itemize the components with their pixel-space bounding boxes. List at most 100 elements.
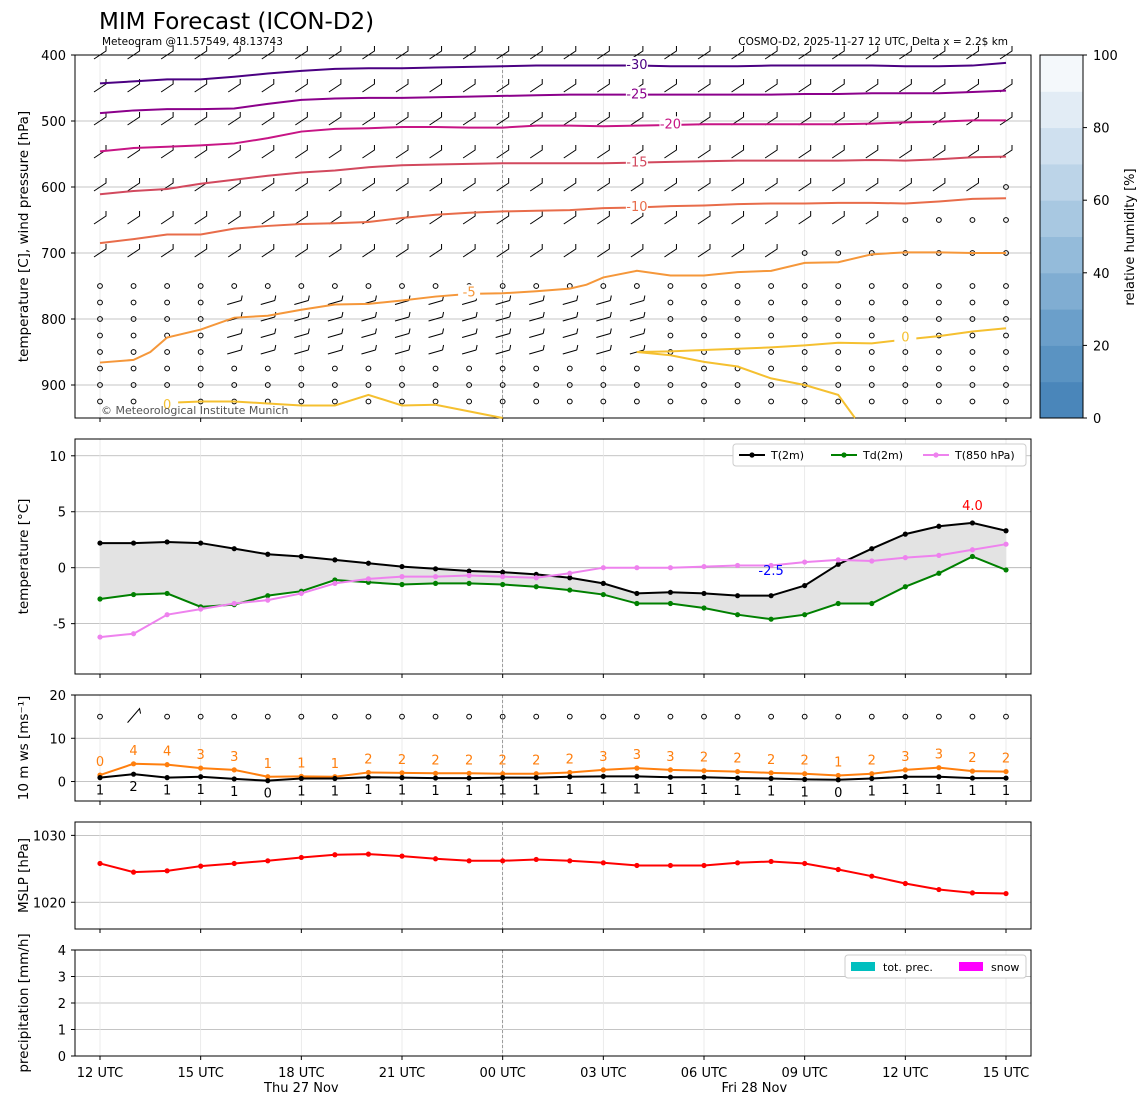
wind-barb [764,178,778,192]
wind-barb [127,46,141,60]
wind-barb [966,145,979,159]
series-point [902,555,908,561]
wind-calm-marker [902,217,909,223]
wind-barb [429,244,443,258]
wind-calm-marker [835,332,842,339]
wind-barb [194,112,208,126]
wind-calm-marker [197,382,204,388]
wind-barb [999,79,1013,93]
wind-barb [362,79,375,93]
series-point [802,612,808,618]
gust-label: 2 [532,754,540,769]
y-tick-label: 3 [58,971,66,986]
series-point [365,560,372,566]
wind-speed-point [902,774,908,780]
wind-barb [764,112,778,126]
series-point [969,553,976,560]
wind-barb [362,178,375,192]
wind-barb [261,145,275,159]
legend-marker [933,452,939,458]
y-tick-label: 10 [49,450,66,465]
wind-calm-marker [600,365,607,372]
gust-label: 2 [733,752,741,767]
wind-speed-point [164,775,170,781]
wind-barb [395,211,409,225]
wind-barb [295,244,308,258]
mslp-point [969,890,976,896]
series-point [667,589,674,595]
wind-barb [394,344,411,355]
wind-barb [93,178,107,192]
mslp-line [99,853,1007,895]
gust-label: 2 [499,754,507,769]
wind-calm-marker [633,283,640,289]
wind-barb [529,145,543,159]
isotherm-label-bg [625,154,648,169]
wind-calm-marker [701,398,707,405]
series-point [130,540,137,546]
copyright-note: © Meteorological Institute Munich [101,404,288,417]
series-point [130,631,137,637]
wind-barb [160,112,174,126]
wind-barb [764,211,778,225]
wind-calm-marker [868,365,875,372]
wind-barb [664,145,677,159]
mslp-point [734,860,741,866]
wind-calm-marker [734,349,741,355]
wind-barb [93,46,107,60]
wind-calm-marker [331,283,338,289]
wind-barb [261,178,275,192]
wind-calm-marker [264,382,271,388]
colorbar-band [1040,345,1083,383]
gust-label: 1 [834,755,842,770]
wind-speed-label: 1 [532,784,540,799]
isotherm-line [99,119,1006,153]
legend-marker [841,452,847,458]
wind-speed-point [265,778,271,784]
wind-calm-marker [600,283,607,289]
series-point [802,559,808,565]
wind-barb [562,311,579,322]
wind-barb [428,311,445,322]
x-tick-label: 06 UTC [681,1066,727,1081]
series-point [936,570,942,576]
wind-barb [394,328,411,338]
wind-calm-marker [734,398,741,405]
wind-barb [295,178,308,192]
wind-barb [295,46,308,60]
mslp-point [1003,890,1009,897]
wind-calm-marker [365,283,372,289]
wind-calm-marker [935,316,942,322]
wind-speed-point [667,774,674,780]
series-point [466,568,472,574]
gust-label: 2 [566,752,574,767]
legend-label: Td(2m) [862,449,903,462]
colorbar-frame [1039,54,1084,419]
dewpoint-spread-fill [100,522,1006,620]
wind-calm-marker [1003,349,1009,355]
wind-calm-marker [835,250,842,256]
wind-barb [529,344,545,355]
wind-calm-marker [935,713,942,720]
wind-barb [429,112,443,126]
wind-calm-marker [768,382,775,388]
wind-calm-marker [499,365,506,372]
mslp-point [399,853,405,859]
gust-point [634,765,640,771]
isotherm-line [99,197,1007,245]
wind-calm-marker [1003,365,1009,372]
series-point [902,584,908,590]
wind-barb [227,295,243,305]
gust-label: 2 [431,753,439,768]
profile-panel: 400 500 600 700 800 900 temperature [C], wind … [16,46,1032,422]
isotherm-label-bg [659,116,682,131]
wind-calm-marker [298,365,305,372]
gust-label: 4 [163,745,171,760]
wind-barb [629,328,646,338]
gust-label: 1 [264,757,272,772]
wind-calm-marker [466,365,473,372]
wind-calm-marker [566,398,573,405]
wind-calm-marker [801,332,808,339]
isotherm-line [167,393,503,419]
wind-calm-marker [969,332,976,339]
